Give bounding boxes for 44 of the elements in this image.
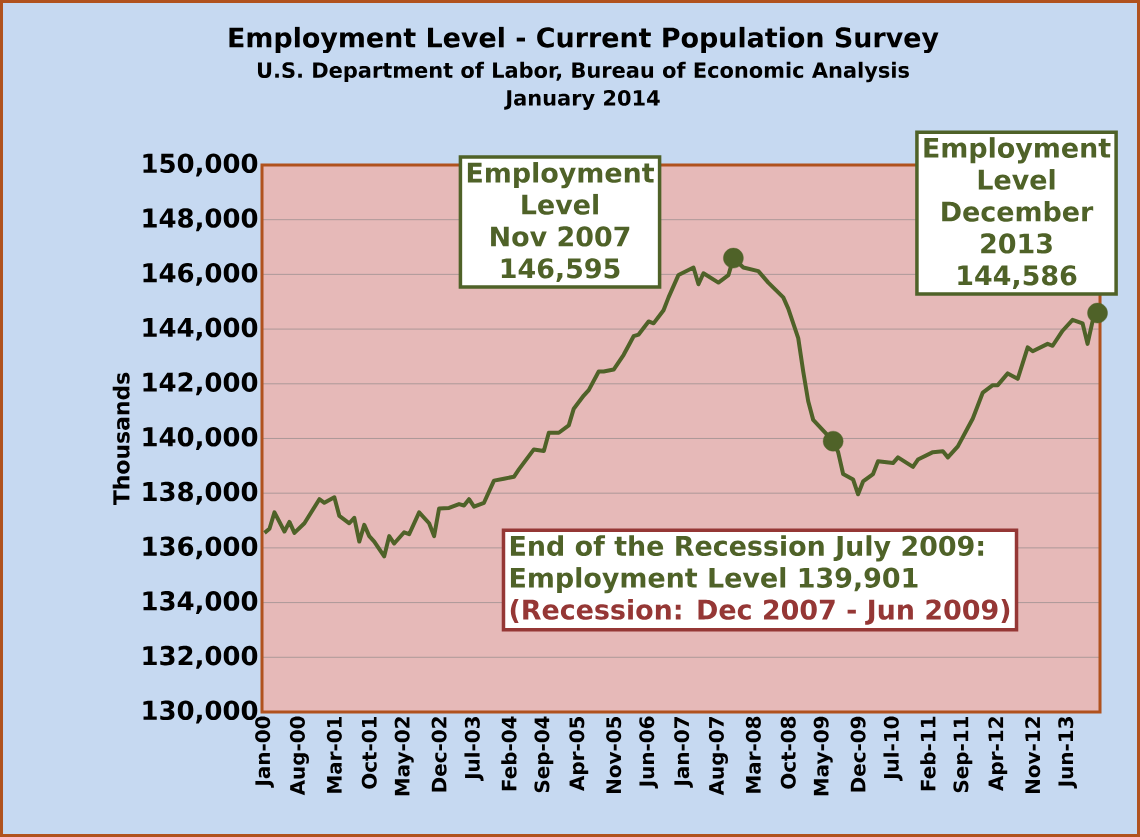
- x-tick-label: Jun-06: [639, 716, 658, 789]
- x-tick-label: Dec-09: [850, 716, 866, 792]
- x-tick-label: Feb-11: [920, 716, 936, 791]
- y-tick-label: 132,000: [143, 645, 258, 669]
- x-tick-label: Jul-10: [883, 716, 903, 782]
- x-tick-label: May-02: [394, 717, 414, 796]
- x-tick-label: Nov-05: [606, 716, 622, 794]
- x-tick-label: May-09: [813, 716, 833, 796]
- annotation: Employment Level Nov 2007 146,595: [467, 162, 654, 282]
- annotation: Employment Level December 2013 144,586: [924, 137, 1111, 289]
- y-tick-label: 138,000: [143, 481, 258, 505]
- x-tick-label: Sep-04: [534, 716, 554, 793]
- y-axis-title: Thousands: [112, 372, 130, 506]
- chart-subtitle: U.S. Department of Labor, Bureau of Economic Analysis: [257, 61, 909, 83]
- x-tick-label: Nov-12: [1025, 717, 1041, 794]
- x-tick-label: Mar-08: [745, 716, 761, 793]
- x-tick-label: Jun-13: [1058, 717, 1077, 789]
- point: [723, 247, 744, 269]
- y-tick-label: 136,000: [143, 536, 258, 560]
- x-tick-label: Mar-01: [326, 716, 342, 793]
- annotation: End of the Recession July 2009: Employment Level 139,901: [510, 535, 984, 594]
- x-tick-label: Aug-07: [708, 717, 728, 796]
- x-tick-label: Jul-03: [464, 717, 484, 782]
- text: January 2014: [504, 89, 660, 111]
- chart-title: Employment Level - Current Population Survey: [229, 26, 939, 54]
- x-tick-label: Jan-07: [674, 717, 693, 788]
- y-tick-label: 150,000: [143, 153, 258, 177]
- y-tick-label: 148,000: [143, 208, 258, 232]
- y-tick-label: 140,000: [143, 427, 258, 450]
- x-tick-label: Oct-08: [780, 716, 796, 789]
- x-tick-label: Apr-05: [569, 716, 589, 791]
- x-tick-label: Sep-11: [953, 716, 973, 793]
- point: [1087, 302, 1108, 324]
- point: [822, 430, 844, 452]
- y-tick-label: 142,000: [143, 372, 258, 396]
- x-tick-label: Apr-12: [988, 717, 1008, 791]
- x-tick-label: Oct-01: [361, 716, 377, 789]
- x-tick-label: Dec-02: [431, 717, 447, 792]
- x-tick-label: Feb-04: [501, 716, 517, 791]
- y-tick-label: 144,000: [143, 317, 258, 341]
- y-tick-label: 134,000: [143, 591, 258, 615]
- y-tick-label: 146,000: [143, 262, 258, 286]
- x-tick-label: Aug-00: [289, 716, 309, 796]
- annotation: (Recession: Dec 2007 - Jun 2009): [510, 598, 1010, 625]
